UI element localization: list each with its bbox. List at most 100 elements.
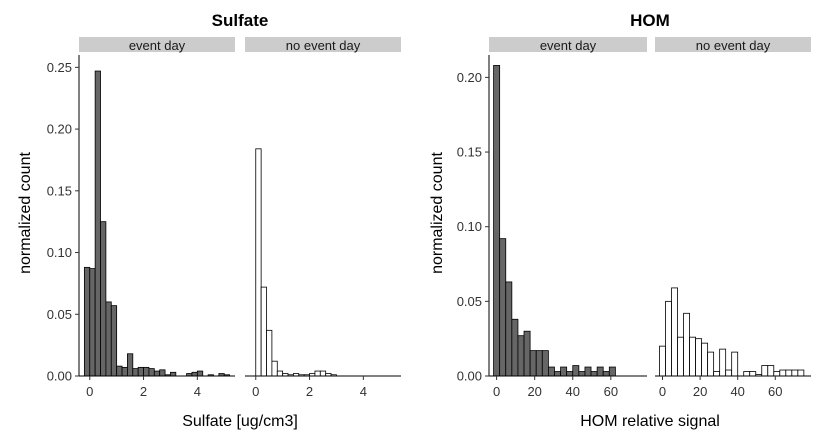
hom-event-day-bar xyxy=(499,238,507,377)
hom-event-day-x-tick-label: 0 xyxy=(493,384,500,399)
hom-event-day-bar xyxy=(590,371,598,377)
hom-no-event-day-bar xyxy=(791,369,799,377)
hom-y-tick-label: 0.20 xyxy=(457,70,482,85)
sulfate-event-day-bar xyxy=(127,353,134,377)
hom-no-event-day-x-tick-label: 40 xyxy=(730,384,744,399)
hom-event-day-x-tick-label: 60 xyxy=(604,384,618,399)
hom-title: HOM xyxy=(630,11,670,30)
hom-event-day-bar xyxy=(529,350,537,377)
sulfate-no-event-day-bar xyxy=(255,148,262,377)
sulfate-title: Sulfate xyxy=(212,11,269,30)
sulfate-plot-area: 0.00 0.05 0.10 0.15 0.20 0.25 0 2 4 0 2 4 xyxy=(47,55,401,399)
hom-no-event-day-bar xyxy=(767,365,775,377)
hom-no-event-day-bar xyxy=(695,338,703,377)
sulfate-event-day-bar xyxy=(110,305,118,377)
hom-chart: HOM normalized count HOM relative signal… xyxy=(429,11,811,430)
hom-plot-area: 0.00 0.05 0.10 0.15 0.20 0 20 40 60 0 20 40 60 xyxy=(457,55,811,399)
hom-event-day-bar xyxy=(602,371,610,377)
hom-event-day-bar xyxy=(493,65,501,377)
hom-y-tick-label: 0.15 xyxy=(457,145,482,160)
sulfate-event-day-bar xyxy=(105,301,112,377)
sulfate-event-day-bar xyxy=(89,268,96,377)
hom-event-day-bar xyxy=(517,335,525,377)
sulfate-event-day-bar xyxy=(137,366,144,377)
sulfate-event-day-bar xyxy=(83,266,91,377)
sulfate-y-tick-label: 0.10 xyxy=(47,245,72,260)
sulfate-no-event-day-bar xyxy=(276,370,284,377)
hom-event-day-x-tick-label: 40 xyxy=(566,384,580,399)
sulfate-strip-event-day xyxy=(79,37,235,52)
hom-no-event-day-bar xyxy=(749,371,757,377)
sulfate-event-day-bar xyxy=(143,366,150,377)
hom-no-event-day-bar xyxy=(713,371,721,377)
hom-no-event-day-bar xyxy=(677,336,684,377)
sulfate-no-event-day-bar xyxy=(260,286,267,377)
hom-event-day-bar xyxy=(535,350,543,377)
sulfate-strip-event-day-label: event day xyxy=(129,38,186,53)
hom-no-event-day-bar xyxy=(797,369,805,377)
hom-no-event-day-bar xyxy=(725,369,733,377)
sulfate-no-event-day-x-tick-label: 4 xyxy=(360,384,367,399)
hom-event-day-bar xyxy=(608,366,616,377)
hom-strip-no-event-day xyxy=(655,37,811,52)
hom-event-day-bar xyxy=(578,371,586,377)
sulfate-no-event-day-x-tick-label: 0 xyxy=(252,384,259,399)
hom-event-day-bar xyxy=(547,366,555,377)
hom-no-event-day-bar xyxy=(659,345,666,377)
hom-y-tick-label: 0.05 xyxy=(457,294,482,309)
sulfate-no-event-day-bar xyxy=(319,370,327,377)
sulfate-no-event-day-x-tick-label: 2 xyxy=(306,384,313,399)
sulfate-y-axis-title: normalized count xyxy=(17,152,34,274)
hom-no-event-day-bar xyxy=(779,369,787,377)
sulfate-no-event-day-bar xyxy=(271,360,278,377)
hom-y-tick-label: 0.10 xyxy=(457,219,482,234)
sulfate-event-day-bar xyxy=(159,369,166,377)
hom-event-day-bar xyxy=(572,365,580,377)
sulfate-strip-no-event-day xyxy=(245,37,401,52)
hom-event-day-bar xyxy=(505,281,513,377)
hom-event-day-bar xyxy=(584,366,592,377)
hom-no-event-day-bar xyxy=(761,365,769,377)
hom-no-event-day-bar xyxy=(719,348,727,377)
hom-no-event-day-x-tick-label: 20 xyxy=(693,384,707,399)
sulfate-event-day-bar xyxy=(116,365,123,377)
hom-no-event-day-bar xyxy=(671,287,678,377)
hom-no-event-day-bar xyxy=(689,336,696,377)
hom-no-event-day-bar xyxy=(731,351,739,377)
sulfate-event-day-x-tick-label: 0 xyxy=(86,384,93,399)
hom-event-day-x-tick-label: 20 xyxy=(527,384,541,399)
sulfate-event-day-bar xyxy=(170,371,177,377)
sulfate-no-event-day-bar xyxy=(314,370,321,377)
hom-x-axis-title: HOM relative signal xyxy=(580,413,720,430)
sulfate-event-day-bar xyxy=(148,368,155,377)
sulfate-x-axis-title: Sulfate [ug/cm3] xyxy=(182,413,298,430)
sulfate-chart: Sulfate normalized count Sulfate [ug/cm3… xyxy=(17,11,401,430)
sulfate-event-day-bar xyxy=(191,371,198,377)
hom-no-event-day-x-tick-label: 60 xyxy=(768,384,782,399)
hom-event-day-bar xyxy=(596,366,604,377)
hom-no-event-day-bar xyxy=(707,351,715,377)
hom-strip-no-event-day-label: no event day xyxy=(696,38,771,53)
hom-y-tick-label: 0.00 xyxy=(457,369,482,384)
sulfate-event-day-bar xyxy=(196,370,204,377)
hom-event-day-bar xyxy=(511,318,519,377)
hom-no-event-day-bar xyxy=(683,312,690,377)
sulfate-y-tick-label: 0.00 xyxy=(47,369,72,384)
sulfate-event-day-bar xyxy=(132,368,139,377)
sulfate-event-day-bar xyxy=(121,366,128,377)
sulfate-event-day-bar xyxy=(153,370,161,377)
hom-no-event-day-bar xyxy=(665,300,672,377)
hom-event-day-bar xyxy=(566,371,574,377)
hom-strip-event-day xyxy=(489,37,647,52)
hom-no-event-day-x-tick-label: 0 xyxy=(659,384,666,399)
sulfate-y-tick-label: 0.25 xyxy=(47,60,72,75)
hom-event-day-bar xyxy=(560,366,568,377)
hom-no-event-day-bar xyxy=(701,342,709,377)
sulfate-y-tick-label: 0.15 xyxy=(47,183,72,198)
hom-event-day-bar xyxy=(554,371,561,377)
sulfate-no-event-day-bar xyxy=(266,329,273,377)
sulfate-event-day-bar xyxy=(100,221,107,377)
hom-strip-event-day-label: event day xyxy=(540,38,597,53)
hom-event-day-bar xyxy=(523,330,531,377)
